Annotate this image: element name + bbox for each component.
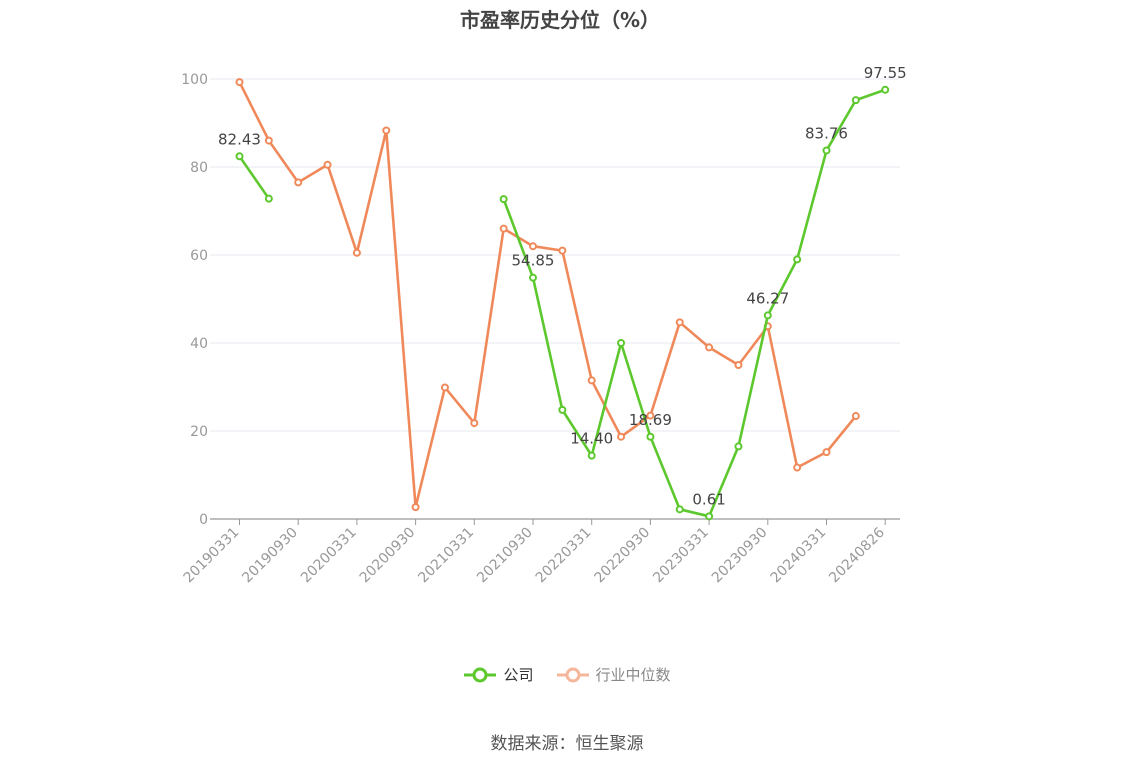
data-point xyxy=(235,78,244,87)
x-tick-label: 20190331 xyxy=(181,525,243,587)
data-point xyxy=(734,361,743,369)
legend-company-icon xyxy=(464,667,497,682)
data-point xyxy=(470,419,479,428)
data-label: 54.85 xyxy=(512,252,555,270)
data-point xyxy=(382,126,391,135)
legend-company-label: 公司 xyxy=(503,666,534,684)
data-point xyxy=(529,273,537,282)
series-line xyxy=(238,155,270,200)
legend: 公司 行业中位数 xyxy=(0,664,1134,685)
data-point xyxy=(352,248,361,257)
legend-industry-label: 行业中位数 xyxy=(595,666,671,684)
data-label: 82.43 xyxy=(218,130,261,148)
data-point xyxy=(851,412,860,421)
data-point xyxy=(881,85,890,94)
data-point xyxy=(822,448,831,457)
data-point xyxy=(587,451,596,460)
data-point xyxy=(411,503,420,512)
data-point xyxy=(499,195,508,204)
data-point xyxy=(235,152,244,161)
data-point xyxy=(763,311,772,320)
data-label: 18.69 xyxy=(629,411,672,429)
data-point xyxy=(264,136,273,145)
data-point xyxy=(440,383,449,392)
series-lines xyxy=(235,78,890,521)
x-tick-label: 20230331 xyxy=(650,525,712,587)
y-tick-label: 40 xyxy=(190,336,208,352)
data-point xyxy=(323,160,332,169)
x-tick-label: 20220331 xyxy=(533,525,595,587)
x-tick-label: 20200930 xyxy=(357,525,419,587)
series-line xyxy=(502,88,886,518)
y-tick-label: 0 xyxy=(199,512,208,528)
data-point xyxy=(617,432,626,441)
data-point xyxy=(646,432,655,441)
data-point xyxy=(734,442,743,451)
data-label: 46.27 xyxy=(746,289,789,307)
data-point xyxy=(793,255,802,264)
data-point xyxy=(587,376,596,385)
series-line xyxy=(238,81,857,509)
x-tick-label: 20240826 xyxy=(826,524,888,586)
data-point xyxy=(499,224,508,233)
legend-industry-icon xyxy=(556,667,589,682)
data-source: 数据来源：恒生聚源 xyxy=(490,734,644,754)
data-point xyxy=(558,405,567,414)
y-tick-label: 20 xyxy=(190,424,208,440)
data-label: 14.40 xyxy=(570,430,613,448)
data-point xyxy=(617,339,626,347)
y-tick-label: 100 xyxy=(181,72,208,88)
data-point xyxy=(705,512,714,521)
y-tick-label: 60 xyxy=(190,248,208,264)
chart-title: 市盈率历史分位（%） xyxy=(459,8,661,32)
series-company xyxy=(235,85,890,521)
data-point xyxy=(675,505,684,514)
data-point xyxy=(675,318,684,327)
y-tick-label: 80 xyxy=(190,160,208,176)
data-point xyxy=(646,411,655,420)
data-point xyxy=(264,194,273,203)
x-tick-label: 20240331 xyxy=(768,525,830,587)
data-point xyxy=(822,146,831,155)
data-point xyxy=(851,96,860,105)
x-tick-label: 20230930 xyxy=(709,525,771,587)
data-label: 0.61 xyxy=(692,490,725,508)
x-tick-label: 20220930 xyxy=(592,525,654,587)
series-industry xyxy=(235,78,860,512)
axes: 0 20 40 60 80 100 2019033120190930202003312020… xyxy=(181,72,900,586)
data-label: 97.55 xyxy=(864,64,907,82)
data-point xyxy=(793,463,802,472)
data-point xyxy=(294,178,303,187)
legend-item-industry[interactable]: 行业中位数 xyxy=(556,664,671,685)
data-point xyxy=(558,246,567,255)
x-tick-label: 20200331 xyxy=(298,525,360,587)
legend-item-company[interactable]: 公司 xyxy=(463,664,534,685)
x-tick-label: 20210930 xyxy=(474,525,536,587)
x-tick-label: 20190930 xyxy=(239,525,301,587)
data-point xyxy=(529,242,537,251)
data-label: 83.76 xyxy=(805,124,848,142)
x-tick-label: 20210331 xyxy=(415,525,477,587)
data-point xyxy=(705,343,714,352)
data-labels: 82.43 54.85 14.40 18.69 0.61 46.27 83.76 97.55 xyxy=(218,64,907,509)
